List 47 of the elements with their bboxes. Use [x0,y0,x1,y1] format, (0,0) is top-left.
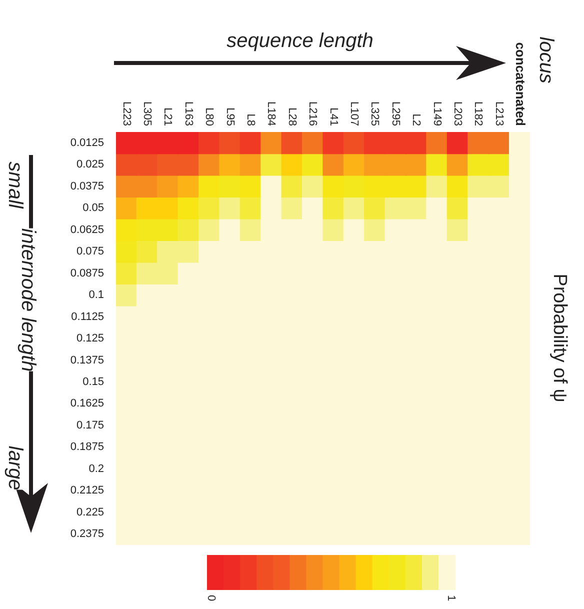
y-tick-label: 0.1375 [70,354,104,366]
y-tick-label: 0.225 [76,506,104,518]
y-tick-label: 0.1875 [70,441,104,454]
x-tick-label: L80 [203,108,216,126]
x-tick-label: L107 [348,102,360,126]
y-tick-label: 0.1625 [70,398,104,410]
y-tick-label: 0.2125 [70,484,104,497]
x-tick-label: L149 [430,102,443,126]
x-tick-label: L213 [492,102,505,126]
x-tick-label: L295 [389,102,402,126]
x-tick-label: L28 [286,108,298,126]
y-tick-label: 0.1125 [71,310,104,323]
text: large [3,446,26,490]
y-tick-label: 0.0375 [70,180,104,192]
y-tick-label: 0.0625 [70,224,104,236]
x-tick-label: L305 [141,102,154,126]
text: small [3,162,26,208]
y-tick-label: 0.2375 [70,528,104,540]
x-tick-label: L41 [327,108,340,126]
x-tick-label: L184 [265,102,278,126]
color-bar-title: Probability of ψ [548,274,570,402]
y-tick-label: 0.15 [82,376,104,388]
x-tick-label: L95 [224,108,236,126]
y-tick-label: 0.125 [76,332,104,345]
y-tick-label: 0.0875 [70,267,104,280]
x-tick-label: L21 [162,108,174,126]
color-bar-label: 1 [444,595,457,602]
x-axis-title: sequence length [226,30,374,53]
y-tick-label: 0.1 [88,289,104,302]
y-tick-label: 0.2 [88,462,104,475]
x-tick-label: L216 [306,102,319,126]
x-tick-label: L203 [452,102,464,126]
x-tick-label: L223 [120,102,132,126]
text: locus [534,36,557,84]
y-tick-label: 0.175 [76,419,104,432]
y-tick-label: 0.0125 [70,136,104,149]
x-tick-label: L163 [182,102,194,126]
x-tick-label: L182 [472,102,484,126]
color-bar-label: 0 [204,595,217,602]
y-axis-title: internode length [16,228,39,372]
x-tick-label: L2 [410,114,422,126]
y-tick-label: 0.075 [76,246,104,258]
x-tick-label: L325 [368,102,381,126]
y-tick-label: 0.05 [82,202,104,214]
x-tick-label: concatenated [513,42,528,126]
y-tick-label: 0.025 [76,158,104,171]
x-tick-label: L8 [244,114,257,126]
